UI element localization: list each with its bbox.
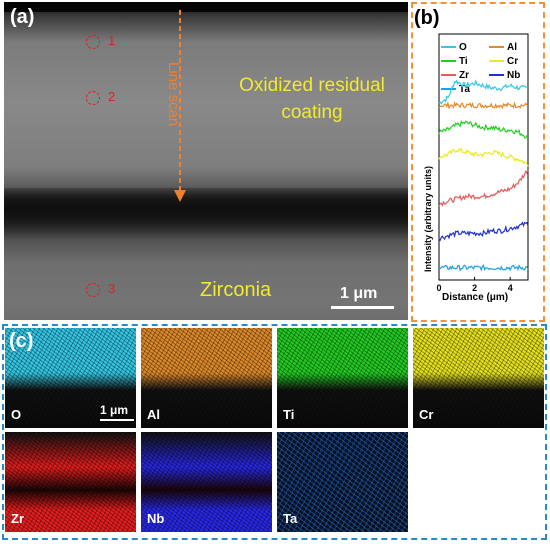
legend-item-ti: Ti bbox=[441, 56, 468, 67]
map-al: Al bbox=[141, 328, 272, 428]
panel-c-label: (c) bbox=[9, 330, 34, 352]
scale-bar-a bbox=[331, 306, 394, 309]
legend: O Al Ti Cr Zr Nb Ta bbox=[441, 42, 537, 98]
map-label-ti: Ti bbox=[283, 407, 295, 422]
panel-b-frame bbox=[411, 2, 545, 322]
point-label-1: 1 bbox=[108, 33, 116, 48]
map-cr: Cr bbox=[413, 328, 544, 428]
point-marker-2 bbox=[86, 91, 100, 105]
map-o: O bbox=[5, 328, 136, 428]
legend-item-zr: Zr bbox=[441, 70, 469, 81]
panel-b-label: (b) bbox=[414, 7, 440, 29]
map-label-al: Al bbox=[147, 407, 160, 422]
map-label-ta: Ta bbox=[283, 511, 298, 526]
legend-item-nb: Nb bbox=[489, 70, 520, 81]
chart-ylabel: Intensity (arbitrary units) bbox=[423, 165, 433, 272]
point-label-2: 2 bbox=[108, 89, 116, 104]
point-marker-3 bbox=[86, 283, 100, 297]
map-nb: Nb bbox=[141, 432, 272, 532]
line-scan-chart: 0 2 4 bbox=[436, 33, 529, 293]
line-scan-arrow bbox=[174, 10, 186, 202]
series-line-al bbox=[438, 100, 529, 110]
series-line-cr bbox=[438, 147, 529, 167]
x-tick-label-2: 2 bbox=[472, 283, 477, 293]
panel-a-label: (a) bbox=[10, 6, 35, 28]
scale-bar-a-text: 1 μm bbox=[340, 285, 378, 302]
map-ti: Ti bbox=[277, 328, 408, 428]
series-line-ta bbox=[438, 264, 529, 272]
legend-item-al: Al bbox=[489, 42, 517, 53]
plot-frame bbox=[438, 33, 529, 281]
zirconia-label: Zirconia bbox=[200, 279, 272, 301]
series-line-o bbox=[438, 79, 529, 105]
scale-bar-c bbox=[100, 419, 134, 421]
chart-xlabel: Distance (μm) bbox=[442, 292, 509, 303]
map-label-nb: Nb bbox=[147, 511, 165, 526]
map-label-cr: Cr bbox=[419, 407, 434, 422]
point-marker-1 bbox=[86, 35, 100, 49]
legend-item-o: O bbox=[441, 42, 467, 53]
line-scan-label: Line scan bbox=[165, 62, 182, 127]
series-line-zr bbox=[438, 169, 529, 207]
series-line-nb bbox=[438, 221, 529, 242]
map-label-o: O bbox=[11, 407, 22, 422]
panel-c-frame bbox=[2, 324, 547, 540]
map-label-zr: Zr bbox=[11, 511, 24, 526]
coating-label: Oxidized residual coating bbox=[239, 75, 385, 123]
series-line-ti bbox=[438, 120, 528, 139]
legend-item-cr: Cr bbox=[489, 56, 518, 67]
x-tick-label-4: 4 bbox=[508, 283, 513, 293]
map-zr: Zr bbox=[5, 432, 136, 532]
sem-image bbox=[4, 2, 408, 320]
legend-item-ta: Ta bbox=[441, 84, 470, 95]
x-tick-label-0: 0 bbox=[436, 283, 441, 293]
scale-bar-c-text: 1 μm bbox=[100, 403, 129, 417]
map-ta: Ta bbox=[277, 432, 408, 532]
point-label-3: 3 bbox=[108, 281, 116, 296]
